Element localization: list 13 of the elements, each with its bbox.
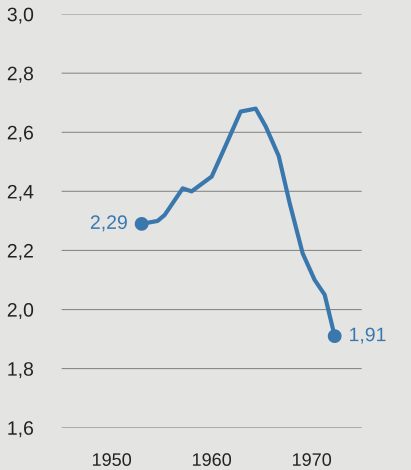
y-tick-label: 1,8 <box>8 362 34 378</box>
x-tick-label: 1950 <box>92 453 132 466</box>
x-tick-label: 1960 <box>192 453 232 466</box>
y-tick-label: 3,0 <box>8 8 34 24</box>
y-tick-label: 1,6 <box>8 421 34 438</box>
y-tick-label: 2,2 <box>8 244 33 260</box>
y-tick-label: 2,8 <box>8 66 34 83</box>
y-tick-label: 2,4 <box>8 184 34 201</box>
y-tick-label: 2,6 <box>8 126 34 142</box>
data-label: 1,91 <box>350 328 386 344</box>
x-tick-label: 1970 <box>292 453 332 466</box>
y-tick-label: 2,0 <box>8 302 34 320</box>
data-label: 2,29 <box>90 215 127 232</box>
